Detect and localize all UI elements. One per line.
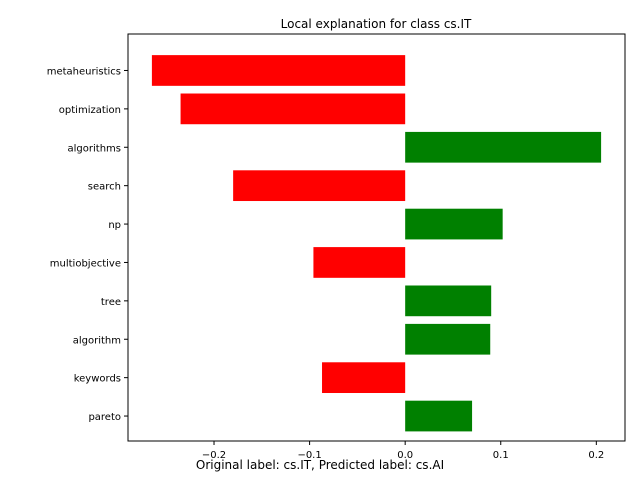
- x-tick-label-4: 0.2: [588, 450, 604, 461]
- bar-tree: [405, 285, 492, 317]
- plot-frame: [127, 33, 626, 442]
- bar-np: [405, 208, 503, 240]
- bars-layer: [151, 55, 602, 432]
- y-tick-label-np: np: [108, 220, 121, 231]
- bar-algorithm: [405, 323, 491, 355]
- y-tick-label-pareto: pareto: [88, 412, 121, 423]
- x-tick-label-3: 0.1: [493, 450, 509, 461]
- y-tick-label-search: search: [88, 182, 121, 193]
- bar-optimization: [180, 93, 406, 125]
- bar-pareto: [405, 400, 473, 432]
- caption: Original label: cs.IT, Predicted label: …: [195, 458, 445, 472]
- bar-keywords: [322, 362, 406, 394]
- x-tick-label-1: −0.1: [297, 450, 321, 461]
- y-tick-label-optimization: optimization: [59, 105, 121, 116]
- bar-search: [233, 170, 406, 202]
- y-tick-label-keywords: keywords: [74, 374, 121, 385]
- bar-multiobjective: [313, 247, 406, 278]
- y-tick-label-algorithm: algorithm: [73, 335, 121, 346]
- bar-algorithms: [405, 131, 602, 163]
- x-tick-label-2: 0.0: [397, 450, 413, 461]
- x-tick-label-0: −0.2: [202, 450, 226, 461]
- chart-title: Local explanation for class cs.IT: [281, 17, 472, 31]
- y-tick-label-metaheuristics: metaheuristics: [47, 66, 121, 77]
- y-tick-label-tree: tree: [101, 297, 121, 308]
- y-tick-label-algorithms: algorithms: [68, 143, 121, 154]
- ticks-layer: metaheuristics optimization algorithms sear…: [47, 66, 605, 461]
- y-tick-label-multiobjective: multiobjective: [50, 258, 121, 269]
- bar-metaheuristics: [151, 55, 406, 86]
